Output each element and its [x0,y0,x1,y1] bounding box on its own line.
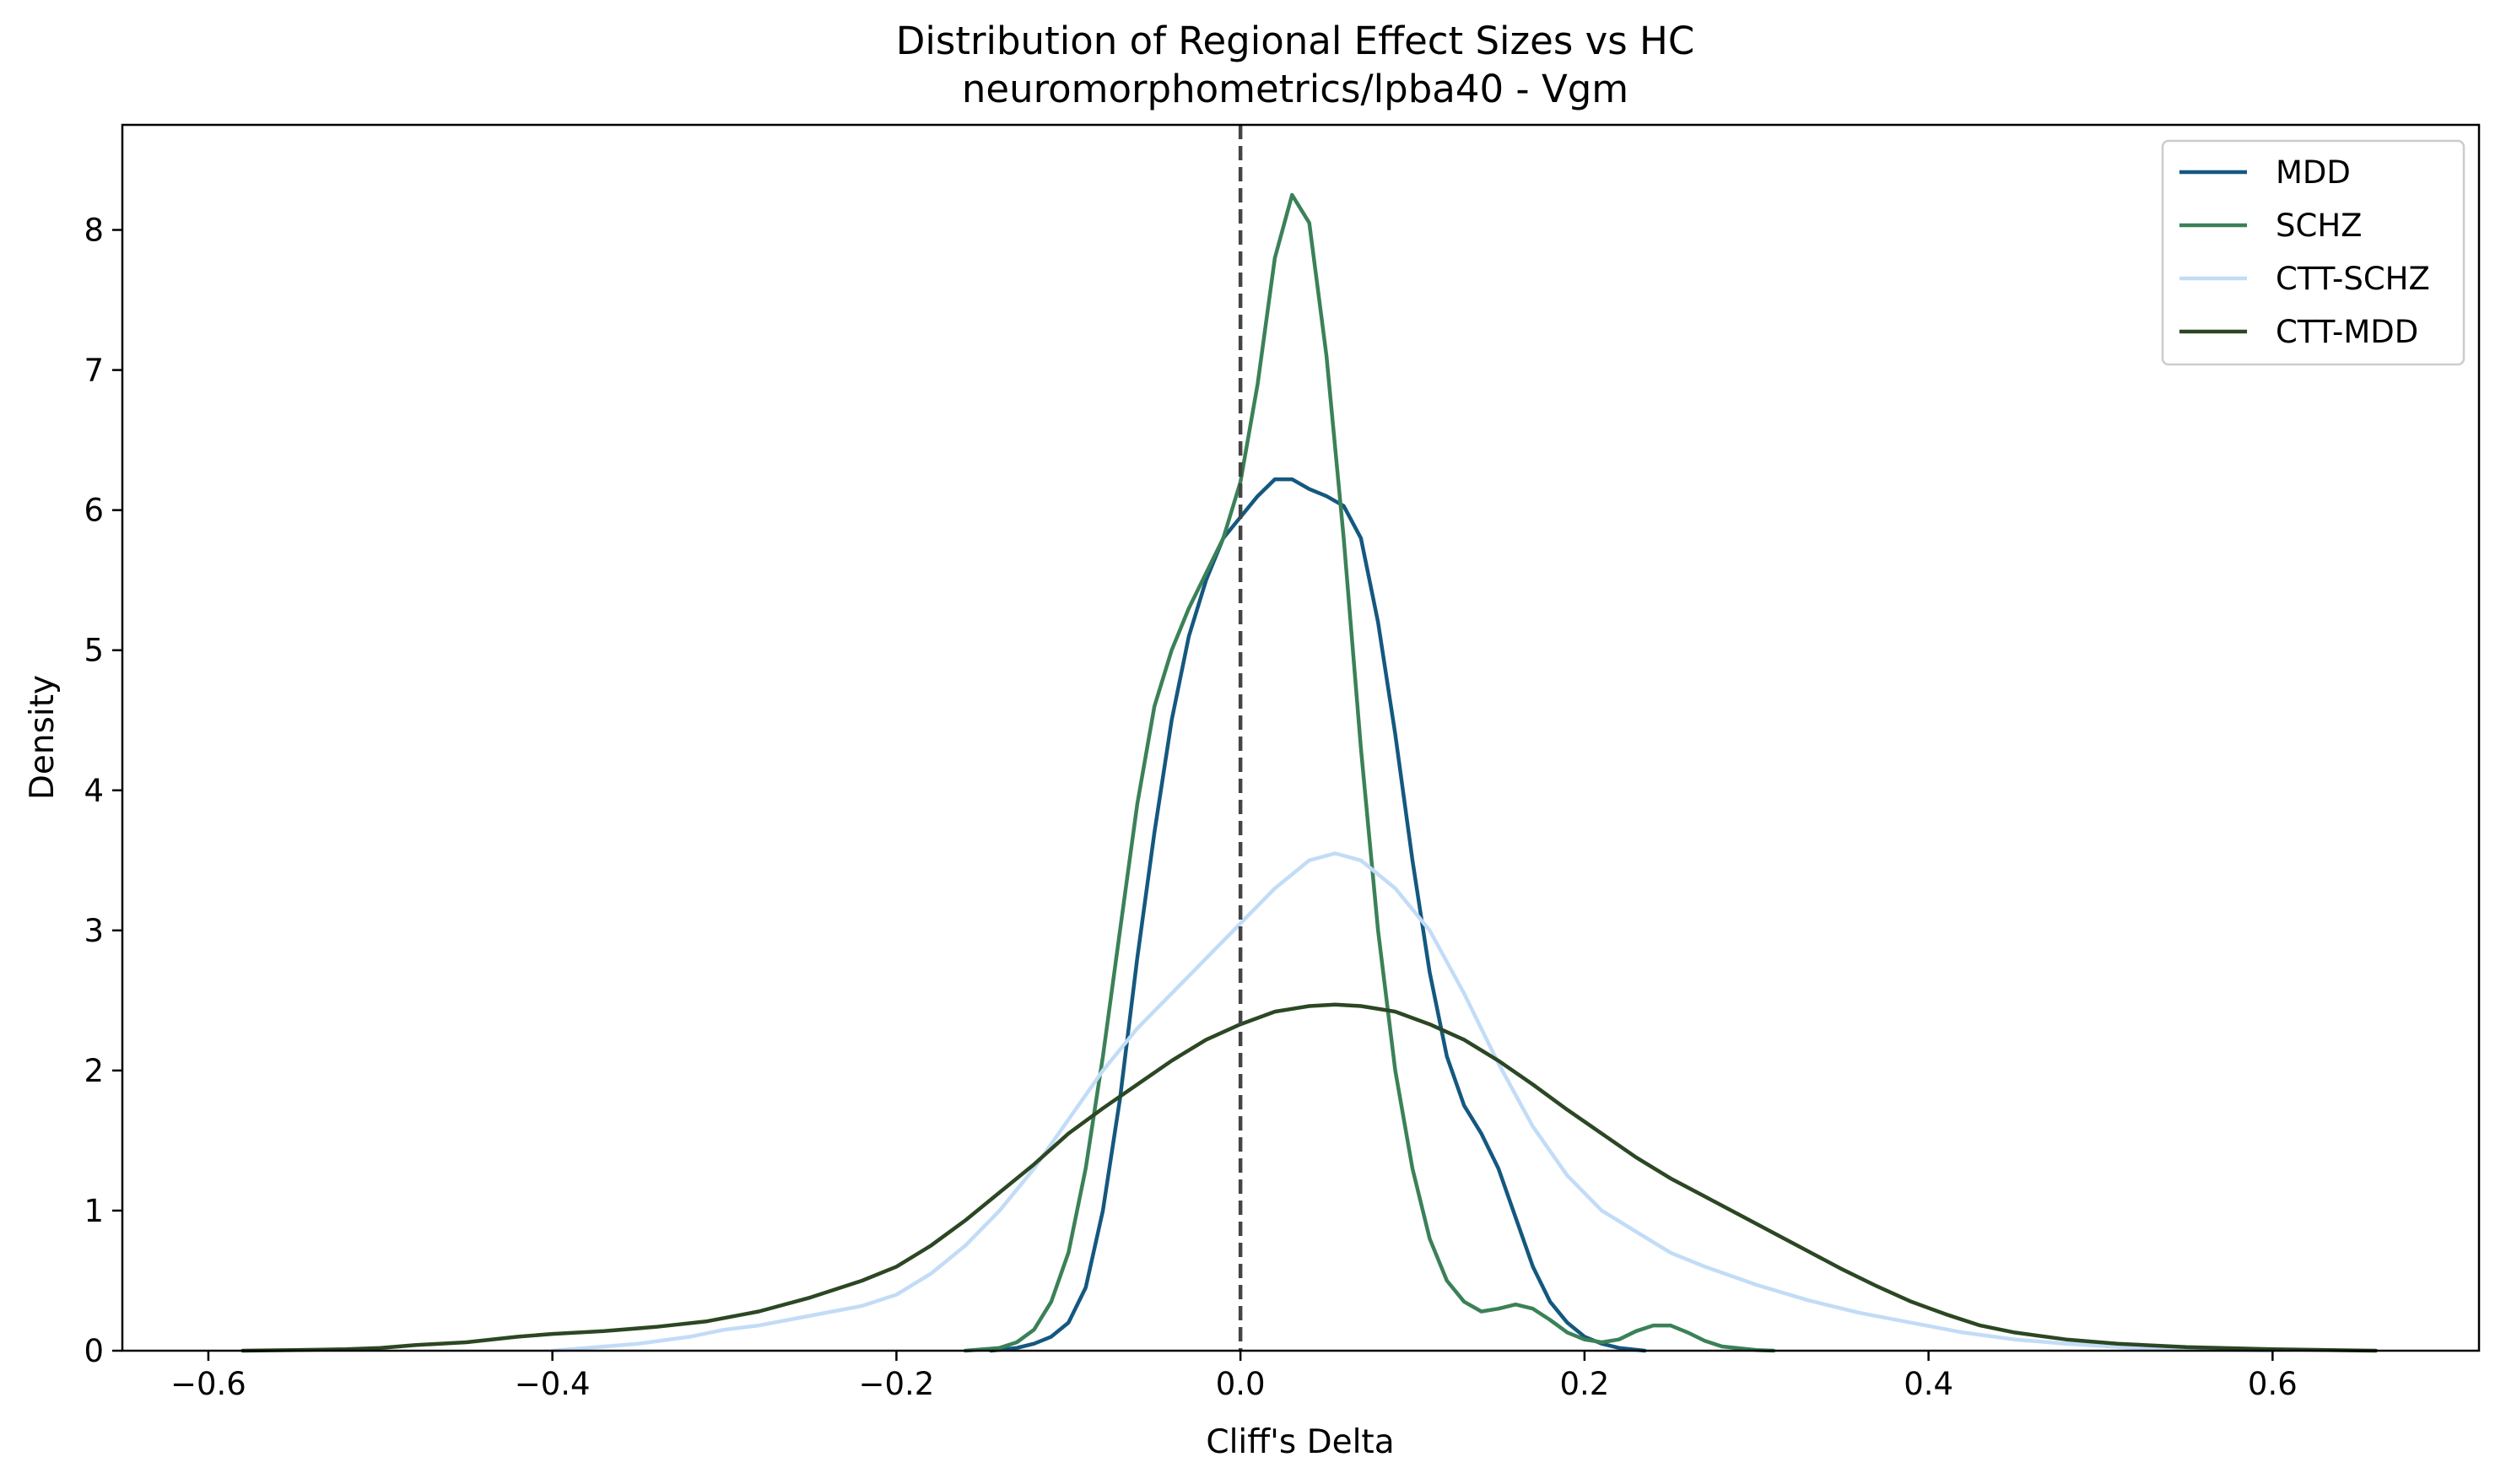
y-tick-label: 4 [84,773,104,809]
legend-label: CTT-SCHZ [2276,261,2430,297]
plot-area [240,125,2378,1353]
legend: MDD SCHZ CTT-SCHZ CTT-MDD [2161,139,2465,366]
x-axis-label: Cliff's Delta [1206,1423,1394,1461]
y-tick-label: 5 [84,633,104,669]
x-tick-label: 0.2 [1559,1366,1609,1402]
chart-title: Distribution of Regional Effect Sizes vs… [896,19,1695,63]
x-tick-label: 0.4 [1904,1366,1953,1402]
x-tick-label: −0.4 [515,1366,591,1402]
series-line-ctt-schz [550,851,2275,1353]
y-tick-label: 6 [84,493,104,529]
legend-label: CTT-MDD [2276,314,2418,350]
chart-subtitle: neuromorphometrics/lpba40 - Vgm [962,67,1628,111]
y-tick-label: 2 [84,1053,104,1089]
y-axis: 0 1 2 3 4 5 6 7 8 [84,213,122,1369]
x-tick-label: 0.0 [1216,1366,1266,1402]
axes-frame [121,123,2481,1352]
x-tick-label: −0.2 [858,1366,934,1402]
x-tick-label: −0.6 [170,1366,246,1402]
legend-box [2161,139,2465,366]
x-axis: −0.6 −0.4 −0.2 0.0 0.2 0.4 0.6 [170,1351,2298,1402]
legend-label: SCHZ [2276,208,2363,244]
y-tick-label: 0 [84,1333,104,1369]
y-tick-label: 8 [84,213,104,249]
x-tick-label: 0.6 [2248,1366,2298,1402]
series-line-ctt-mdd [240,1002,2378,1353]
y-axis-label: Density [24,675,62,800]
series-line-schz [963,192,1776,1353]
legend-label: MDD [2276,154,2351,191]
series-line-mdd [989,477,1647,1353]
y-tick-label: 3 [84,913,104,949]
y-tick-label: 1 [84,1193,104,1229]
y-tick-label: 7 [84,353,104,389]
